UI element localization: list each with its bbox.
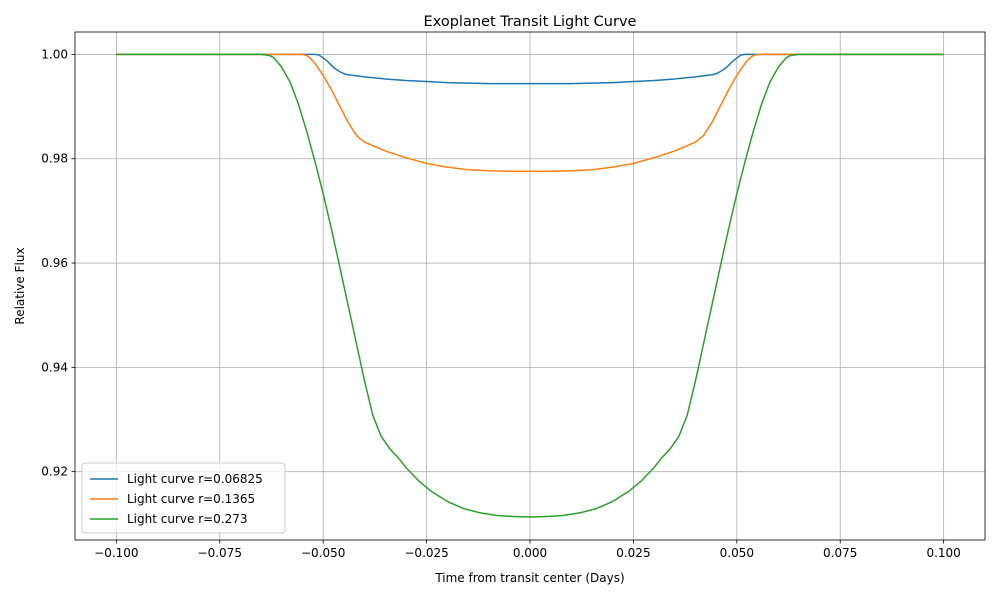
x-tick-label: 0.025 xyxy=(616,546,650,560)
x-tick-label: −0.050 xyxy=(301,546,345,560)
x-tick-label: 0.075 xyxy=(823,546,857,560)
x-tick-label: −0.075 xyxy=(198,546,242,560)
legend-box xyxy=(81,462,286,534)
x-tick-label: 0.050 xyxy=(720,546,754,560)
legend-label-3: Light curve r=0.273 xyxy=(127,512,248,526)
chart-title: Exoplanet Transit Light Curve xyxy=(424,14,637,30)
legend-label-1: Light curve r=0.06825 xyxy=(127,472,263,486)
x-tick-label: 0.000 xyxy=(513,546,547,560)
ticks: −0.100 −0.075 −0.050 −0.025 0.000 0.025 0.050 0… xyxy=(41,47,961,560)
series-line-3 xyxy=(116,53,944,518)
series-line-1 xyxy=(116,53,944,85)
y-tick-label: 0.94 xyxy=(41,360,68,374)
x-tick-label: 0.100 xyxy=(926,546,960,560)
y-tick-label: 0.96 xyxy=(41,256,68,270)
y-tick-label: 1.00 xyxy=(41,47,68,61)
x-axis-label: Time from transit center (Days) xyxy=(434,571,624,585)
series-line-2 xyxy=(116,53,944,173)
y-tick-label: 0.98 xyxy=(41,152,68,166)
x-tick-label: −0.025 xyxy=(404,546,448,560)
x-tick-label: −0.100 xyxy=(94,546,138,560)
legend-label-2: Light curve r=0.1365 xyxy=(127,492,255,506)
y-tick-label: 0.92 xyxy=(41,465,68,479)
y-axis-label: Relative Flux xyxy=(13,247,27,324)
legend: Light curve r=0.06825 Light curve r=0.136… xyxy=(81,462,286,534)
series-layer xyxy=(116,53,944,518)
